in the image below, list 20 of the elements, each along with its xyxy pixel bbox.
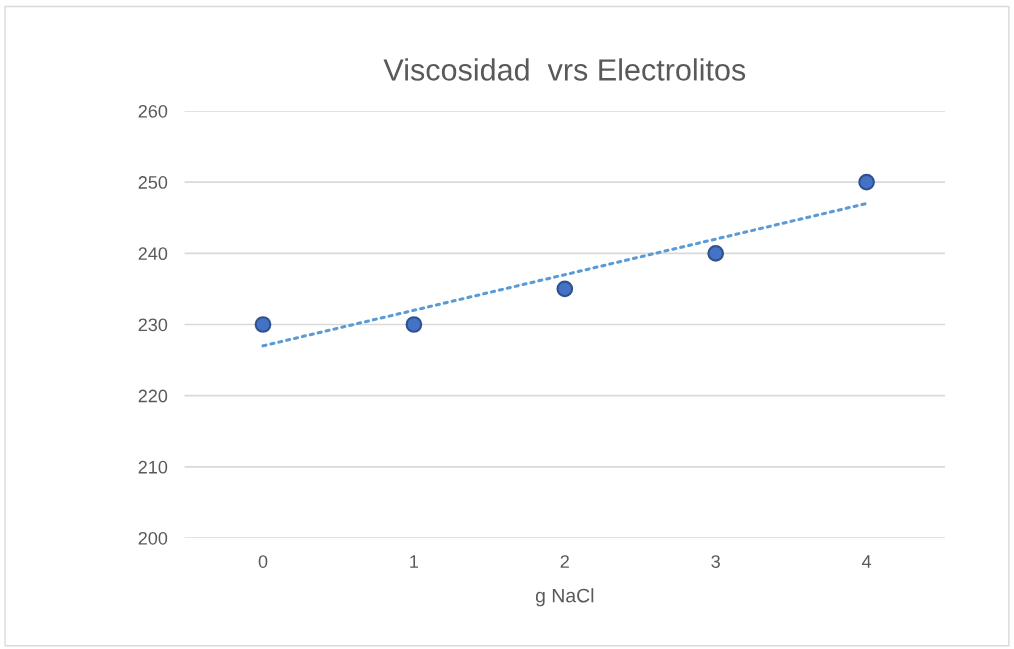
point xyxy=(858,173,875,191)
point xyxy=(405,316,423,333)
x-tick-label: 3 xyxy=(711,555,720,568)
y-tick-label: 260 xyxy=(138,104,168,118)
x-tick-label: 4 xyxy=(861,555,872,568)
x-axis-title: g NaCl xyxy=(535,588,594,607)
chart-title: Viscosidad vrs Electrolitos xyxy=(383,58,746,81)
y-tick-label: 240 xyxy=(138,247,168,261)
point xyxy=(556,280,574,298)
line-series xyxy=(261,201,869,348)
y-tick-label: 220 xyxy=(138,389,168,403)
y-tick-label: 250 xyxy=(138,176,168,189)
x-tick-label: 0 xyxy=(258,555,268,568)
y-tick-label: 210 xyxy=(138,460,168,474)
point xyxy=(254,316,272,333)
y-tick-label: 230 xyxy=(138,318,168,332)
x-tick-label: 2 xyxy=(560,555,569,568)
y-tick-label: 200 xyxy=(138,531,168,545)
x-tick-label: 1 xyxy=(410,555,419,568)
point xyxy=(707,245,725,262)
